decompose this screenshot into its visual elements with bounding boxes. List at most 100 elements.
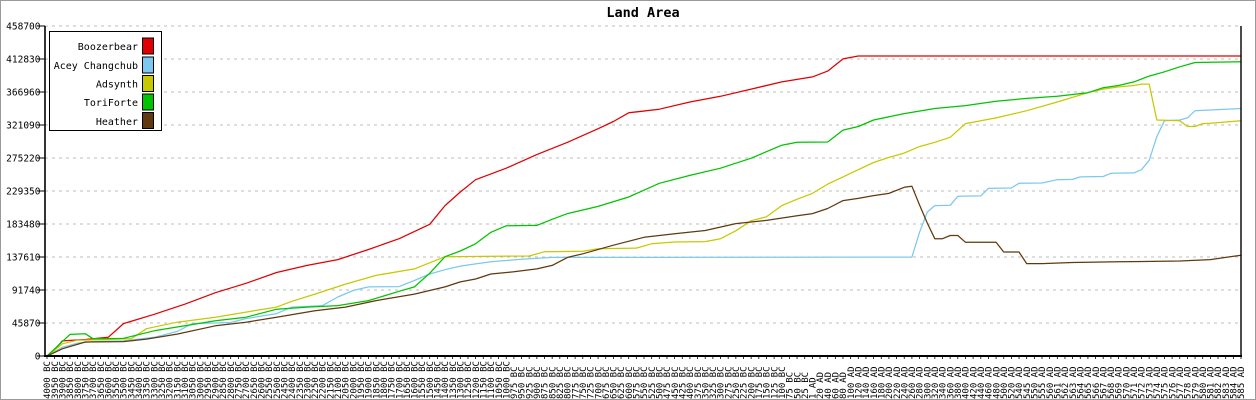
x-tick-label: 3750 BC [81,361,91,399]
x-tick-label: 300 BC [717,366,727,399]
x-tick-label: 2300 BC [303,361,313,399]
x-tick-label: 1 AD [809,377,819,399]
x-tick-label: 3500 BC [120,361,130,399]
x-tick-label: 280 AD [916,366,926,399]
x-tick-label: 3700 BC [89,361,99,399]
y-tick-label: 91740 [12,286,41,297]
x-tick-label: 2700 BC [242,361,252,399]
x-tick-label: 563 AD [1069,366,1079,399]
x-tick-label: 460 AD [985,366,995,399]
x-tick-label: 440 AD [977,366,987,399]
x-tick-label: 3650 BC [97,361,107,399]
x-tick-label: 450 BC [671,366,681,399]
x-tick-label: 360 AD [946,366,956,399]
legend-swatch-adsynth [142,75,154,92]
x-tick-label: 325 BC [709,366,719,399]
x-tick-label: 200 BC [747,366,757,399]
x-tick-label: 300 AD [923,366,933,399]
x-tick-label: 574 AD [1153,366,1163,399]
x-tick-label: 650 BC [610,366,620,399]
x-tick-label: 2550 BC [265,361,275,399]
x-tick-label: 1850 BC [372,361,382,399]
series-line-boozerbear [46,55,1242,357]
x-tick-label: 3600 BC [104,361,114,399]
x-tick-label: 3400 BC [135,361,145,399]
x-tick-label: 1750 BC [388,361,398,399]
x-tick-label: 569 AD [1115,366,1125,399]
series-line-heather [46,185,1242,357]
x-tick-label: 900 BC [533,366,543,399]
x-tick-label: 3150 BC [173,361,183,399]
x-tick-label: 625 BC [617,366,627,399]
x-tick-label: 675 BC [602,366,612,399]
x-tick-label: 520 AD [1008,366,1018,399]
x-tick-label: 581 AD [1207,366,1217,399]
x-tick-label: 140 AD [862,366,872,399]
x-tick-label: 3000 BC [196,361,206,399]
x-tick-label: 1100 BC [487,361,497,399]
x-tick-label: 20 AD [816,372,826,399]
x-tick-label: 1950 BC [357,361,367,399]
x-tick-label: 1800 BC [380,361,390,399]
x-tick-label: 3800 BC [74,361,84,399]
x-tick-label: 1000 BC [502,361,512,399]
x-tick-label: 420 AD [969,366,979,399]
x-tick-label: 3450 BC [127,361,137,399]
y-tick-label: 229350 [6,187,41,198]
x-tick-label: 850 BC [548,366,558,399]
x-tick-label: 3100 BC [181,361,191,399]
x-tick-label: 579 AD [1191,366,1201,399]
x-tick-label: 2100 BC [334,361,344,399]
x-tick-label: 320 AD [931,366,941,399]
y-tick-label: 137610 [6,253,41,264]
series-line-acey-changchub [46,107,1242,357]
x-tick-label: 1600 BC [411,361,421,399]
y-tick-label: 412830 [6,55,41,66]
x-tick-label: 2900 BC [212,361,222,399]
x-tick-label: 2050 BC [342,361,352,399]
x-tick-label: 1900 BC [365,361,375,399]
y-tick-label: 275220 [6,154,41,165]
x-tick-label: 700 BC [594,366,604,399]
x-tick-label: 3050 BC [189,361,199,399]
x-tick-label: 3550 BC [112,361,122,399]
y-tick-label: 458700 [6,22,41,33]
x-tick-label: 975 BC [510,366,520,399]
series-line-toriforte [46,61,1242,357]
x-tick-label: 540 AD [1015,366,1025,399]
x-tick-label: 578 AD [1184,366,1194,399]
x-tick-label: 550 AD [1031,366,1041,399]
x-tick-label: 475 BC [663,366,673,399]
x-tick-label: 582 AD [1214,366,1224,399]
x-tick-label: 1250 BC [464,361,474,399]
x-tick-label: 825 BC [556,366,566,399]
x-tick-label: 275 BC [724,366,734,399]
x-tick-label: 875 BC [541,366,551,399]
x-tick-label: 725 BC [587,366,597,399]
x-tick-label: 25 BC [801,372,811,399]
x-tick-label: 2350 BC [296,361,306,399]
legend-swatch-acey-changchub [142,56,154,74]
x-tick-label: 350 BC [701,366,711,399]
legend-label-acey-changchub: Acey Changchub [54,61,138,72]
x-tick-label: 1650 BC [403,361,413,399]
x-tick-label: 400 AD [962,366,972,399]
y-tick-label: 183480 [6,220,41,231]
x-tick-label: 585 AD [1237,366,1247,399]
x-tick-label: 120 AD [855,366,865,399]
x-tick-label: 566 AD [1092,366,1102,399]
x-tick-label: 1150 BC [479,361,489,399]
x-tick-label: 575 AD [1161,366,1171,399]
x-tick-label: 567 AD [1099,366,1109,399]
y-tick-label: 45870 [12,319,41,330]
x-tick-label: 175 BC [755,366,765,399]
x-tick-label: 1550 BC [418,361,428,399]
x-tick-label: 2250 BC [311,361,321,399]
x-tick-label: 500 AD [1000,366,1010,399]
x-tick-label: 1450 BC [434,361,444,399]
x-tick-label: 525 BC [648,366,658,399]
chart-title: Land Area [606,5,679,21]
x-tick-label: 568 AD [1107,366,1117,399]
x-tick-label: 425 BC [678,366,688,399]
